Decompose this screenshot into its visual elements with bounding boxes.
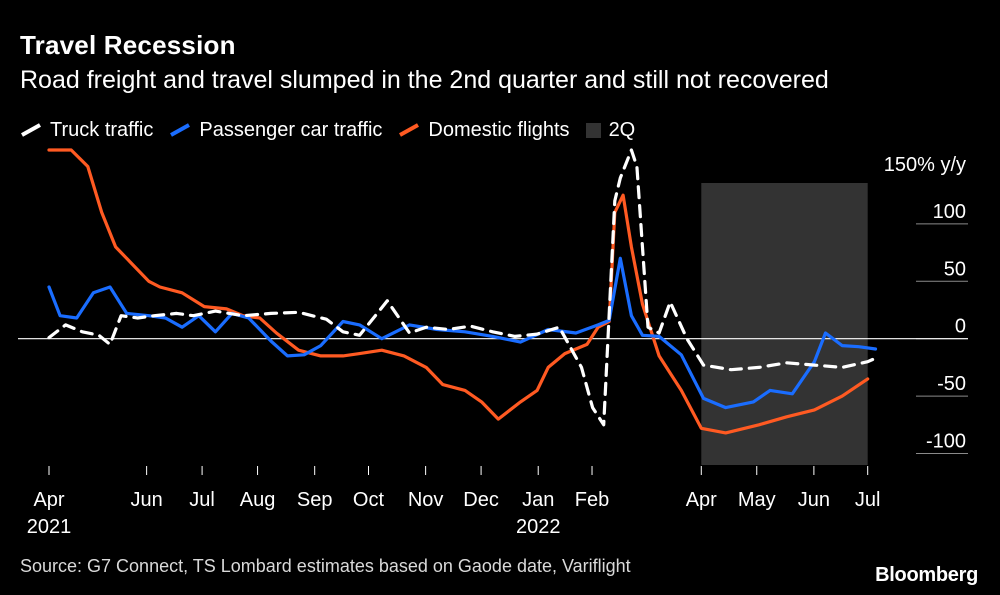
x-tick-label-13: Jul [855,489,881,511]
domestic-flights-line [47,148,870,435]
x-year-label-0: 2021 [27,516,72,538]
x-tick-label-3: Aug [240,489,276,511]
source-note: Source: G7 Connect, TS Lombard estimates… [20,556,631,576]
legend-2q-swatch [585,122,601,138]
y-tick-label-4: -100 [926,431,966,453]
shaded-2q-region [701,183,868,465]
bloomberg-logo: Bloomberg [875,564,978,586]
legend-2q-label: 2Q [608,118,636,141]
legend-item-flights: Domestic flights [398,118,570,142]
x-tick-label-4: Sep [297,489,333,511]
legend-truck-swatch [21,123,41,137]
x-tick-label-5: Oct [353,489,385,511]
x-tick-label-7: Dec [463,489,499,511]
x-tick-label-0: Apr [33,489,64,511]
truck-traffic-line [47,148,878,427]
x-tick-label-8: Jan [522,489,554,511]
x-tick-label-9: Feb [575,489,609,511]
legend-car-label: Passenger car traffic [199,118,383,141]
x-year-label-1: 2022 [516,516,561,538]
y-axis-label: 150% y/y [884,154,966,176]
legend-item-truck: Truck traffic [20,119,153,142]
legend-item-car: Passenger car traffic [169,119,382,142]
legend-item-2q: 2Q [585,118,636,142]
legend-flights-swatch [399,123,420,137]
chart-subtitle: Road freight and travel slumped in the 2… [20,66,829,94]
legend: Truck traffic Passenger car traffic Dome… [20,116,651,144]
legend-truck-label: Truck traffic [50,118,154,141]
x-tick-label-2: Jul [189,489,215,511]
passenger-car-line [47,256,878,410]
y-tick-label-1: 50 [944,258,966,280]
legend-flights-label: Domestic flights [428,118,570,141]
chart-title: Travel Recession [20,30,236,60]
x-tick-label-1: Jun [130,489,162,511]
x-tick-label-12: Jun [798,489,830,511]
x-tick-label-11: May [738,489,776,511]
x-tick-label-10: Apr [686,489,717,511]
x-tick-label-6: Nov [408,489,444,511]
y-tick-label-2: 0 [955,316,966,338]
y-tick-label-3: -50 [937,373,966,395]
legend-car-swatch [170,123,191,137]
y-tick-label-0: 100 [933,201,966,223]
